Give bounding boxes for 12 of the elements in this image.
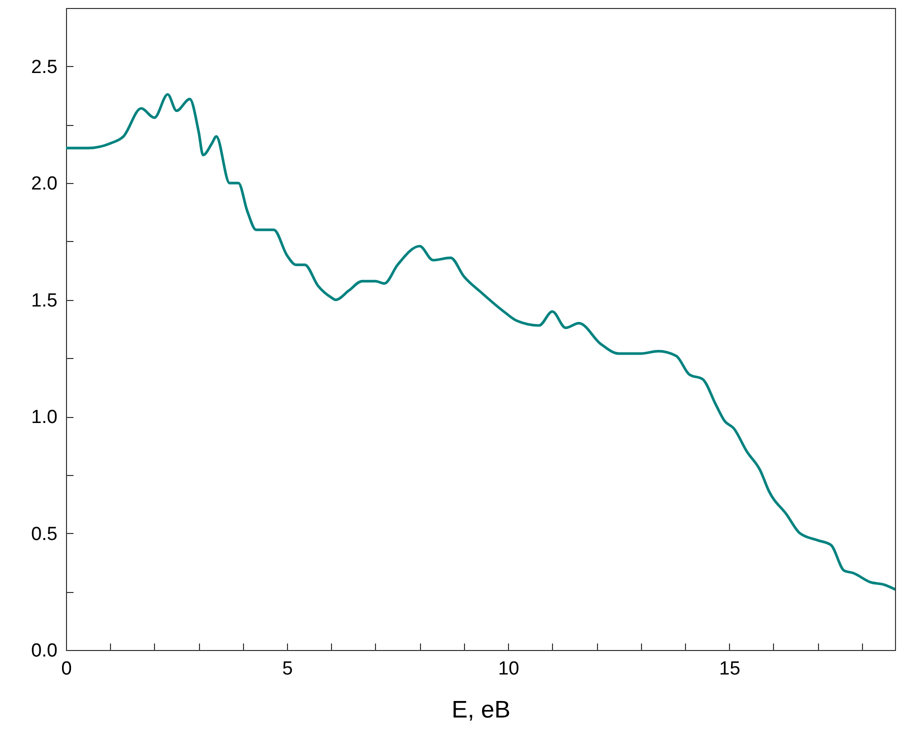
y-tick-label: 1.0 (31, 407, 58, 428)
line-series (66, 93, 895, 591)
y-tick-label: 1.5 (31, 290, 58, 312)
x-tick-label: 15 (719, 658, 740, 680)
x-tick-label: 5 (282, 658, 293, 680)
y-tick-label: 2.5 (31, 56, 58, 78)
y-tick-label: 0.5 (31, 524, 58, 545)
y-tick-label: 2.0 (31, 174, 58, 195)
x-tick-label: 10 (498, 658, 520, 680)
x-tick-label: 0 (61, 658, 72, 680)
x-axis-title: E, eB (452, 696, 510, 724)
y-tick-label: 0.0 (31, 640, 58, 662)
